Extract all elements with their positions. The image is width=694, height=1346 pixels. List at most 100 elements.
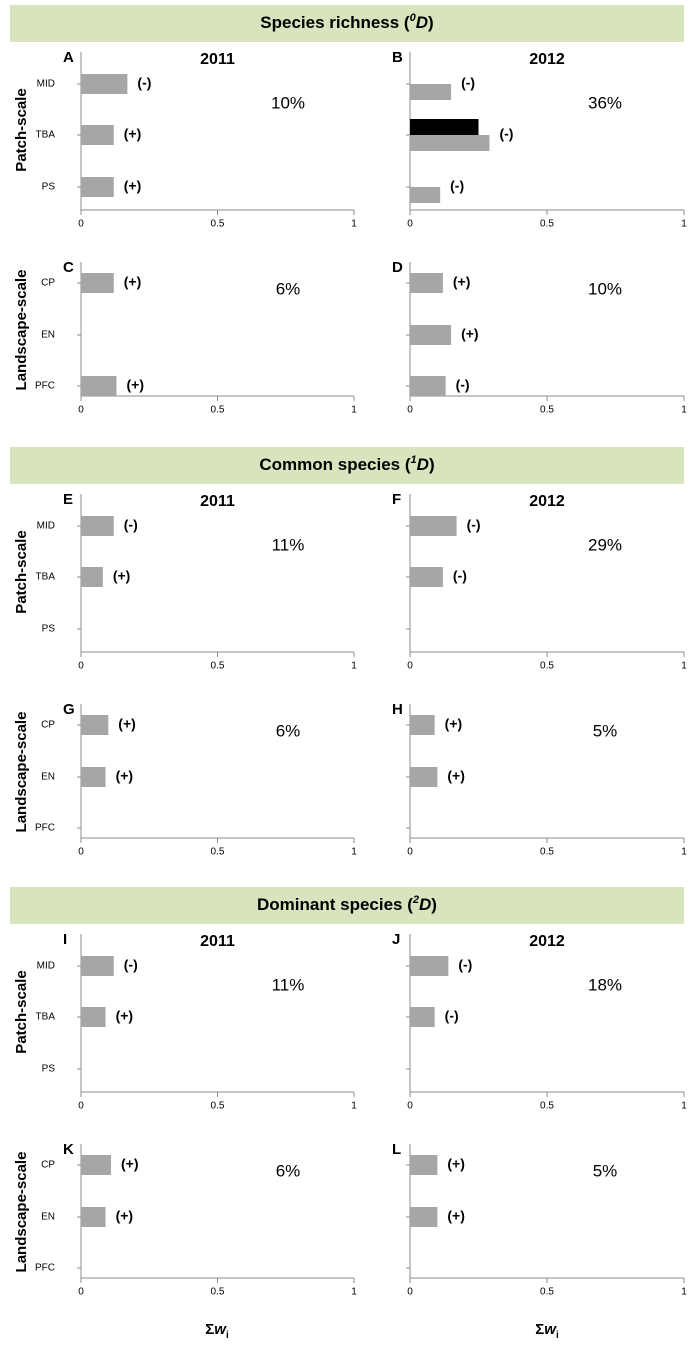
effect-sign: (+) <box>124 178 142 194</box>
variance-note: 29% <box>588 535 622 554</box>
effect-sign: (-) <box>124 517 138 533</box>
panel-title: 2011 <box>200 493 235 510</box>
y-tick-label: EN <box>41 772 55 783</box>
bar <box>410 187 441 203</box>
bar <box>410 135 490 151</box>
x-tick-label: 1 <box>681 219 687 230</box>
x-tick-label: 1 <box>351 847 357 858</box>
row-label: Landscape-scale <box>13 712 30 833</box>
title-part: 1 <box>411 454 417 466</box>
bar <box>410 84 452 100</box>
panel-letter: E <box>63 491 73 508</box>
title-part: Common species ( <box>259 455 410 474</box>
section-title: Common species (1D) <box>259 454 434 475</box>
effect-sign: (+) <box>447 1156 465 1172</box>
row-label: Landscape-scale <box>13 1152 30 1273</box>
y-tick-label: EN <box>41 330 55 341</box>
label-part: Σ <box>205 1321 214 1338</box>
x-tick-label: 1 <box>681 661 687 672</box>
effect-sign: (+) <box>445 716 463 732</box>
bar <box>410 1207 438 1227</box>
x-tick-label: 1 <box>351 1287 357 1298</box>
panel-letter: F <box>392 491 401 508</box>
x-tick-label: 1 <box>681 1101 687 1112</box>
effect-sign: (-) <box>124 957 138 973</box>
x-tick-label: 0 <box>407 1287 413 1298</box>
effect-sign: (-) <box>499 126 513 142</box>
section-header <box>10 5 684 42</box>
panel-letter: C <box>63 259 74 276</box>
panel-letter: L <box>392 1141 401 1158</box>
x-tick-label: 1 <box>351 405 357 416</box>
y-tick-label: CP <box>41 1160 55 1171</box>
bar <box>410 767 438 787</box>
y-tick-label: MID <box>37 79 55 90</box>
y-tick-label: EN <box>41 1212 55 1223</box>
y-tick-label: CP <box>41 720 55 731</box>
effect-sign: (+) <box>447 1208 465 1224</box>
effect-sign: (+) <box>121 1156 139 1172</box>
x-tick-label: 0.5 <box>540 661 554 672</box>
bar <box>81 376 117 396</box>
bar <box>410 1007 435 1027</box>
x-tick-label: 0.5 <box>540 219 554 230</box>
title-part: ) <box>428 13 434 32</box>
x-tick-label: 1 <box>351 661 357 672</box>
bar <box>410 119 479 135</box>
x-tick-label: 1 <box>681 405 687 416</box>
panel-title: 2011 <box>200 51 235 68</box>
effect-sign: (+) <box>124 126 142 142</box>
panel-letter: H <box>392 701 403 718</box>
label-part: w <box>544 1321 557 1338</box>
effect-sign: (-) <box>461 75 475 91</box>
bar <box>81 125 114 145</box>
panel-letter: A <box>63 49 74 66</box>
panel-title: 2012 <box>529 51 565 68</box>
title-part: ) <box>431 895 437 914</box>
variance-note: 6% <box>276 1161 301 1180</box>
variance-note: 18% <box>588 975 622 994</box>
label-part: i <box>226 1330 229 1341</box>
y-tick-label: CP <box>41 278 55 289</box>
x-tick-label: 0.5 <box>540 1287 554 1298</box>
effect-sign: (-) <box>456 377 470 393</box>
bar <box>81 177 114 197</box>
panel-title: 2011 <box>200 933 235 950</box>
label-part: w <box>214 1321 227 1338</box>
effect-sign: (+) <box>118 716 136 732</box>
y-tick-label: PFC <box>35 1263 55 1274</box>
label-part: Σ <box>535 1321 544 1338</box>
section-title: Species richness (0D) <box>260 12 433 33</box>
effect-sign: (+) <box>453 274 471 290</box>
panel-letter: G <box>63 701 75 718</box>
bar <box>410 567 443 587</box>
effect-sign: (+) <box>447 768 465 784</box>
x-tick-label: 0.5 <box>540 847 554 858</box>
y-tick-label: MID <box>37 521 55 532</box>
panel-title: 2012 <box>529 493 565 510</box>
x-tick-label: 0.5 <box>211 219 225 230</box>
x-tick-label: 0 <box>78 1101 84 1112</box>
variance-note: 11% <box>272 975 305 994</box>
variance-note: 10% <box>271 93 305 112</box>
y-tick-label: MID <box>37 961 55 972</box>
bar <box>410 1155 438 1175</box>
bar <box>410 325 452 345</box>
x-tick-label: 0 <box>78 405 84 416</box>
x-tick-label: 0 <box>407 1101 413 1112</box>
x-tick-label: 0 <box>407 847 413 858</box>
panel-letter: K <box>63 1141 74 1158</box>
bar <box>81 956 114 976</box>
effect-sign: (+) <box>116 1208 134 1224</box>
bar <box>81 1155 112 1175</box>
effect-sign: (+) <box>126 377 143 393</box>
panel-letter: D <box>392 259 403 276</box>
effect-sign: (-) <box>458 957 472 973</box>
x-tick-label: 0 <box>78 661 84 672</box>
x-tick-label: 1 <box>681 1287 687 1298</box>
bar <box>81 1207 106 1227</box>
title-part: D <box>416 13 428 32</box>
bar <box>81 567 103 587</box>
title-part: Dominant species ( <box>257 895 413 914</box>
